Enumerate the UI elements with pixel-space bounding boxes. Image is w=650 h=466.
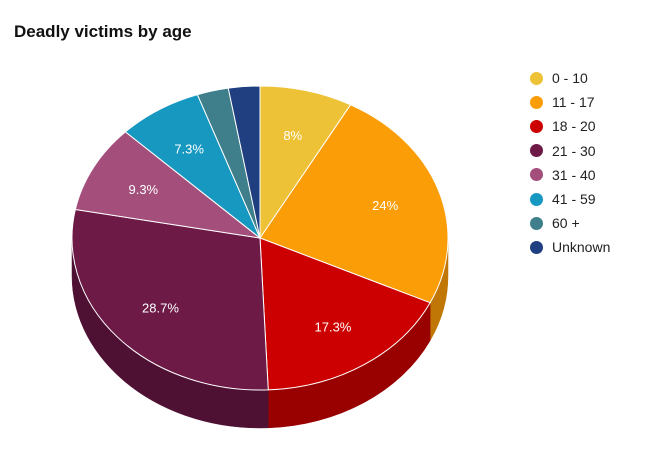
legend-label: 21 - 30 <box>552 142 596 159</box>
pie-data-label-3: 28.7% <box>142 301 179 316</box>
legend-swatch <box>530 168 543 182</box>
legend-swatch <box>530 144 543 158</box>
pie-data-label-5: 7.3% <box>174 141 204 156</box>
legend-swatch <box>530 95 543 109</box>
legend-item[interactable]: 21 - 30 <box>530 139 610 163</box>
pie-slice-7[interactable] <box>227 85 261 239</box>
legend-item[interactable]: 11 - 17 <box>530 90 610 114</box>
legend-swatch <box>530 71 543 85</box>
pie-slice-3[interactable] <box>71 208 269 391</box>
pie-slice-1[interactable] <box>259 104 449 304</box>
legend-swatch <box>530 216 543 230</box>
legend-label: 60 + <box>552 215 580 232</box>
legend-item[interactable]: 0 - 10 <box>530 66 610 90</box>
pie-slice-4[interactable] <box>74 131 262 239</box>
chart-title: Deadly victims by age <box>14 22 192 41</box>
legend-swatch <box>530 240 543 254</box>
pie-slices <box>71 85 449 391</box>
pie-data-label-0: 8% <box>283 128 302 143</box>
chart-legend: 0 - 10 11 - 17 18 - 20 21 - 30 31 - 40 41 - 5… <box>530 66 610 260</box>
legend-label: 11 - 17 <box>552 94 595 111</box>
pie-slice-0[interactable] <box>259 85 352 240</box>
legend-item[interactable]: 60 + <box>530 211 610 235</box>
legend-item[interactable]: 18 - 20 <box>530 114 610 138</box>
pie-data-label-4: 9.3% <box>128 182 158 197</box>
legend-label: 41 - 59 <box>552 191 596 208</box>
legend-item[interactable]: Unknown <box>530 235 610 259</box>
legend-swatch <box>530 119 543 133</box>
legend-label: 31 - 40 <box>552 166 596 183</box>
pie-labels: 8% 24% 17.3% 28.7% 9.3% 7.3% <box>128 128 398 335</box>
pie-sides <box>71 237 449 429</box>
pie-data-label-2: 17.3% <box>315 320 352 335</box>
pie-data-label-1: 24% <box>372 198 398 213</box>
legend-label: 0 - 10 <box>552 70 588 87</box>
legend-item[interactable]: 41 - 59 <box>530 187 610 211</box>
legend-label: 18 - 20 <box>552 118 596 135</box>
legend-item[interactable]: 31 - 40 <box>530 163 610 187</box>
legend-swatch <box>530 192 543 206</box>
pie-slice-2[interactable] <box>259 237 431 391</box>
legend-label: Unknown <box>552 239 611 256</box>
